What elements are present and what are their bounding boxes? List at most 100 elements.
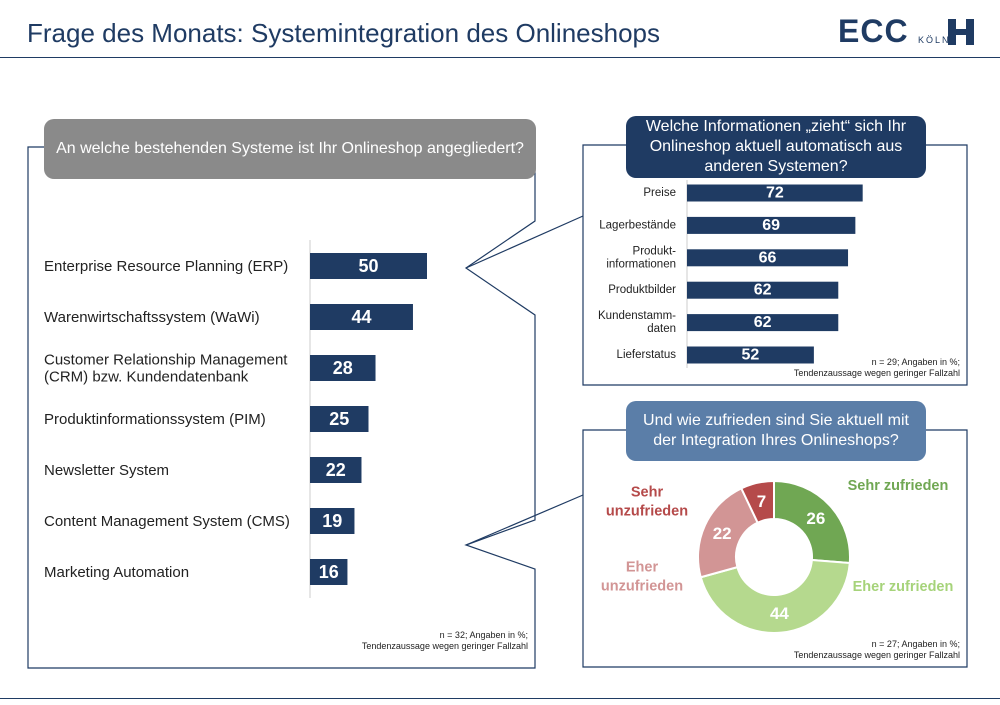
footnote-line: n = 29; Angaben in %; — [871, 357, 960, 367]
label-line: Marketing Automation — [44, 564, 189, 581]
bar-value-label: 44 — [351, 307, 371, 327]
category-label: Produkt-informationen — [606, 245, 676, 270]
bar-value-label: 69 — [762, 217, 780, 234]
right-bottom-question-header: Und wie zufrieden sind Sie aktuell mit d… — [626, 401, 926, 461]
label-line: unzufrieden — [606, 504, 688, 520]
category-label: Kundenstamm-daten — [598, 310, 676, 335]
left-panel-frame — [27, 146, 536, 669]
right-bottom-footnote: n = 27; Angaben in %; Tendenzaussage weg… — [740, 639, 960, 661]
slice-value-label: 22 — [713, 524, 732, 543]
bar-value-label: 62 — [754, 282, 772, 299]
category-label: Content Management System (CMS) — [44, 513, 290, 530]
label-line: Customer Relationship Management — [44, 351, 288, 368]
bar — [687, 216, 856, 234]
footnote-line: Tendenzaussage wegen geringer Fallzahl — [361, 641, 528, 651]
ecc-logo: ECC KÖLN — [838, 13, 978, 49]
label-line: Lagerbestände — [599, 219, 676, 231]
connector-line-bottom — [465, 494, 584, 546]
bar-value-label: 62 — [754, 314, 772, 331]
label-line: Newsletter System — [44, 462, 169, 479]
right-top-question-header: Welche Informationen „zieht“ sich Ihr On… — [626, 116, 926, 178]
category-label: Customer Relationship Management (CRM) bz… — [44, 351, 288, 385]
category-label: Lagerbestände — [599, 219, 676, 231]
label-line: Kundenstamm- — [598, 310, 676, 322]
right-top-bar-chart: 72 Preise 69 Lagerbestände 66 Produkt-informa… — [598, 180, 863, 368]
footnote-line: Tendenzaussage wegen geringer Fallzahl — [793, 368, 960, 378]
bar — [687, 346, 814, 364]
label-line: Produkt- — [633, 245, 677, 257]
logo-text: ECC — [838, 13, 909, 49]
slice-value-label: 44 — [770, 604, 789, 623]
bar — [687, 281, 839, 299]
logo-subtext: KÖLN — [918, 35, 951, 45]
right-top-footnote: n = 29; Angaben in %; Tendenzaussage weg… — [740, 357, 960, 379]
bar-value-label: 19 — [322, 511, 342, 531]
label-line: Preise — [643, 187, 676, 199]
label-line: Eher — [626, 560, 659, 576]
left-question-header: An welche bestehenden Systeme ist Ihr On… — [44, 119, 536, 179]
left-bar-chart: 50 Enterprise Resource Planning (ERP) 44 Wa… — [44, 240, 427, 598]
label-line: Produktinformationssystem (PIM) — [44, 411, 266, 428]
category-label: Produktbilder — [608, 284, 676, 296]
bar-value-label: 52 — [742, 347, 760, 364]
bar — [310, 406, 369, 432]
category-label: Marketing Automation — [44, 564, 189, 581]
slice-category-label: Sehr unzufrieden — [606, 485, 688, 520]
satisfaction-donut-chart: 26 Sehr zufrieden 44 Eher zufrieden 22 Eher un… — [601, 478, 954, 634]
bar-value-label: 16 — [319, 562, 339, 582]
bar — [687, 184, 863, 202]
bar-value-label: 72 — [766, 185, 784, 202]
bar — [310, 304, 413, 330]
label-line: Produktbilder — [608, 284, 676, 296]
slice-category-label: Eher zufrieden — [853, 579, 954, 595]
category-label: Enterprise Resource Planning (ERP) — [44, 258, 288, 275]
category-label: Produktinformationssystem (PIM) — [44, 411, 266, 428]
bar — [687, 314, 839, 332]
bar-value-label: 22 — [326, 460, 346, 480]
label-line: daten — [647, 323, 676, 335]
label-line: Eher zufrieden — [853, 579, 954, 595]
bar — [310, 457, 362, 483]
label-line: Enterprise Resource Planning (ERP) — [44, 258, 288, 275]
logo-mark-icon — [948, 19, 974, 45]
label-line: unzufrieden — [601, 579, 683, 595]
donut-slice — [773, 479, 851, 565]
bar-value-label: 66 — [759, 249, 777, 266]
label-line: (CRM) bzw. Kundendatenbank — [44, 368, 249, 385]
bar — [310, 508, 355, 534]
left-footnote: n = 32; Angaben in %; Tendenzaussage weg… — [330, 630, 528, 652]
category-label: Newsletter System — [44, 462, 169, 479]
label-line: informationen — [606, 258, 676, 270]
bar-value-label: 25 — [329, 409, 349, 429]
category-label: Warenwirtschaftssystem (WaWi) — [44, 309, 260, 326]
slice-value-label: 7 — [757, 492, 766, 511]
bar — [310, 253, 427, 279]
footnote-line: Tendenzaussage wegen geringer Fallzahl — [793, 650, 960, 660]
label-line: Warenwirtschaftssystem (WaWi) — [44, 309, 260, 326]
right-bottom-panel-frame — [582, 429, 968, 668]
footnote-line: n = 27; Angaben in %; — [871, 639, 960, 649]
connector-line-top — [465, 215, 584, 269]
donut-slice — [699, 558, 851, 634]
bar — [310, 355, 376, 381]
label-line: Content Management System (CMS) — [44, 513, 290, 530]
label-line: Sehr — [631, 485, 664, 501]
category-label: Preise — [643, 187, 676, 199]
bar — [687, 249, 849, 267]
slice-category-label: Eher unzufrieden — [601, 560, 683, 595]
label-line: Lieferstatus — [617, 349, 677, 361]
bar — [310, 559, 348, 585]
footnote-line: n = 32; Angaben in %; — [439, 630, 528, 640]
bar-value-label: 50 — [358, 256, 378, 276]
bottom-divider — [0, 698, 1000, 699]
page-title: Frage des Monats: Systemintegration des … — [27, 18, 661, 48]
slice-value-label: 26 — [806, 509, 825, 528]
title-divider — [0, 57, 1000, 58]
bar-value-label: 28 — [333, 358, 353, 378]
label-line: Sehr zufrieden — [848, 478, 949, 494]
right-top-panel-frame — [582, 144, 968, 386]
donut-slice — [740, 479, 775, 525]
slice-category-label: Sehr zufrieden — [848, 478, 949, 494]
category-label: Lieferstatus — [617, 349, 677, 361]
